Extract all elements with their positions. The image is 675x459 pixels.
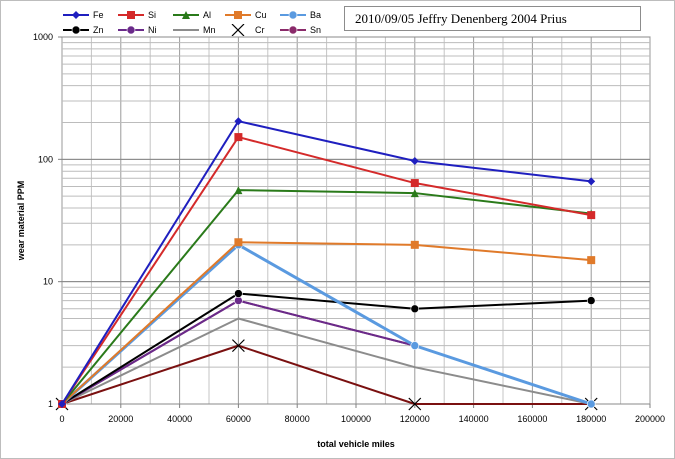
data-point-al [234, 186, 243, 195]
legend-item-fe: Fe [62, 8, 104, 22]
x-axis-title: total vehicle miles [317, 439, 395, 449]
x-tick-label: 60000 [226, 414, 251, 424]
series-line-zn [61, 292, 592, 405]
y-axis-title: wear material PPM [16, 181, 26, 262]
legend-label: Sn [310, 25, 322, 35]
data-point-zn [586, 296, 596, 305]
chart-title: 2010/09/05 Jeffry Denenberg 2004 Prius [344, 6, 641, 31]
legend-marker [182, 11, 190, 19]
legend-marker [288, 25, 298, 35]
data-point-cr [231, 339, 245, 353]
data-point-ba [586, 399, 596, 409]
legend-marker [127, 11, 135, 19]
legend-marker [71, 25, 81, 35]
y-tick-label: 100 [38, 154, 53, 164]
data-point-ba [410, 341, 420, 350]
legend-item-cr: Cr [224, 23, 265, 37]
data-point-zn [410, 304, 420, 314]
legend-swatch [118, 11, 144, 19]
data-point-fe [58, 400, 66, 408]
x-tick-label: 100000 [341, 414, 371, 424]
legend-marker [72, 11, 80, 19]
legend-label: Al [203, 10, 212, 20]
x-tick-label: 180000 [576, 414, 606, 424]
data-point-si [410, 179, 419, 188]
legend-swatch [118, 25, 144, 35]
legend-marker [231, 24, 245, 36]
legend-swatch [280, 10, 306, 20]
legend-swatch [63, 11, 89, 19]
x-tick-label: 40000 [167, 414, 192, 424]
data-point-cu [410, 240, 419, 249]
legend-item-cu: Cu [224, 8, 267, 22]
series-mn [61, 317, 592, 405]
data-point-al [410, 189, 419, 198]
series-line-al [61, 189, 592, 405]
legend-item-si: Si [117, 8, 156, 22]
legend-item-sn: Sn [279, 23, 321, 37]
legend-label: Mn [203, 25, 216, 35]
legend-label: Cu [255, 10, 267, 20]
legend-item-zn: Zn [62, 23, 104, 37]
legend-swatch [173, 11, 199, 19]
x-tick-label: 120000 [400, 414, 430, 424]
series-line-mn [61, 317, 592, 405]
y-tick-label: 1000 [33, 32, 53, 42]
x-tick-label: 80000 [285, 414, 310, 424]
legend-item-al: Al [172, 8, 211, 22]
series-line-fe [61, 120, 592, 405]
x-tick-label: 140000 [459, 414, 489, 424]
legend-swatch [173, 29, 199, 31]
legend-label: Ni [148, 25, 157, 35]
data-point-zn [234, 289, 243, 298]
legend-label: Ba [310, 10, 322, 20]
data-point-si [587, 211, 596, 220]
series-line-si [61, 136, 592, 405]
legend-swatch [63, 25, 89, 35]
legend-marker [288, 10, 298, 20]
data-point-fe [587, 177, 596, 186]
legend-swatch [280, 25, 306, 35]
legend-marker [234, 11, 242, 19]
x-tick-label: 20000 [108, 414, 133, 424]
data-point-cu [234, 238, 243, 247]
legend-label: Fe [93, 10, 104, 20]
x-tick-label: 200000 [635, 414, 665, 424]
data-point-fe [234, 117, 243, 126]
data-point-cu [587, 256, 596, 265]
grid [61, 36, 651, 405]
series-fe [58, 117, 596, 408]
legend-swatch [231, 24, 245, 36]
y-tick-label: 1 [48, 399, 53, 409]
x-tick-label: 0 [59, 414, 64, 424]
data-point-fe [410, 156, 419, 165]
series-line-cr [61, 344, 592, 405]
data-point-si [234, 133, 243, 142]
y-tick-label: 10 [43, 277, 53, 287]
legend-label: Zn [93, 25, 104, 35]
legend-item-mn: Mn [172, 23, 216, 37]
legend-label: Si [148, 10, 157, 20]
legend-item-ni: Ni [117, 23, 157, 37]
data-point-cr [408, 397, 422, 411]
legend-item-ba: Ba [279, 8, 321, 22]
series-line-cu [61, 241, 592, 405]
legend-swatch [225, 11, 251, 19]
legend-marker [126, 25, 136, 35]
legend-label: Cr [255, 25, 265, 35]
x-tick-label: 160000 [517, 414, 547, 424]
